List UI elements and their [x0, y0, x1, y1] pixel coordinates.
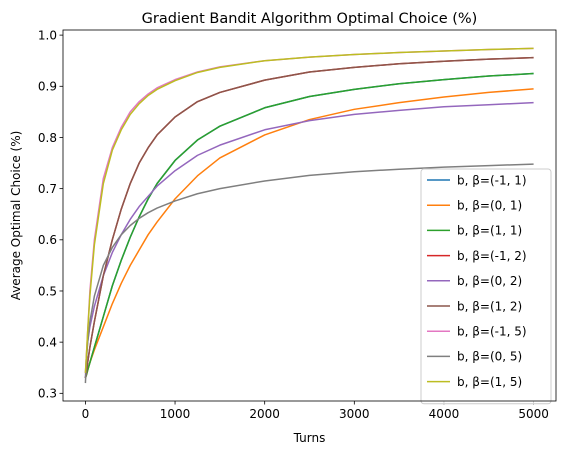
legend-box	[420, 168, 552, 405]
plot-area	[84, 47, 534, 384]
chart-title: Gradient Bandit Algorithm Optimal Choice…	[142, 11, 478, 27]
x-tick-label: 1000	[160, 407, 191, 421]
series-line-8	[84, 47, 534, 373]
x-tick-label: 2000	[249, 407, 280, 421]
legend-label-6: b, β=(-1, 5)	[457, 325, 527, 339]
legend: b, β=(-1, 1) b, β=(0, 1) b, β=(1, 1) b, β=(…	[420, 168, 552, 405]
series-line-7	[84, 163, 534, 384]
x-tick-label: 5000	[518, 407, 549, 421]
y-tick-label: 0.6	[38, 233, 57, 247]
series-line-4	[84, 101, 534, 379]
y-tick-label: 1.0	[38, 28, 57, 42]
legend-label-2: b, β=(1, 1)	[457, 224, 522, 238]
x-tick-label: 0	[82, 407, 90, 421]
y-tick-label: 0.4	[38, 335, 57, 349]
legend-label-0: b, β=(-1, 1)	[457, 173, 527, 187]
axes-frame	[62, 29, 557, 402]
legend-label-3: b, β=(-1, 2)	[457, 249, 527, 263]
y-axis: 0.3 0.4 0.5 0.6 0.7 0.8 0.9 1.0	[38, 28, 63, 401]
y-tick-label: 0.5	[38, 284, 57, 298]
legend-label-4: b, β=(0, 2)	[457, 274, 522, 288]
legend-label-8: b, β=(1, 5)	[457, 375, 522, 389]
y-tick-label: 0.9	[38, 80, 57, 94]
y-tick-label: 0.7	[38, 182, 57, 196]
y-tick-label: 0.8	[38, 131, 57, 145]
x-tick-label: 3000	[339, 407, 370, 421]
y-axis-title: Average Optimal Choice (%)	[9, 131, 23, 301]
legend-label-7: b, β=(0, 5)	[457, 350, 522, 364]
y-tick-label: 0.3	[38, 387, 57, 401]
x-tick-label: 4000	[429, 407, 460, 421]
x-axis: 0 1000 2000 3000 4000 5000	[82, 401, 549, 421]
x-axis-title: Turns	[293, 431, 326, 445]
legend-label-5: b, β=(1, 2)	[457, 299, 522, 313]
series-line-5	[84, 56, 534, 379]
legend-label-1: b, β=(0, 1)	[457, 199, 522, 213]
